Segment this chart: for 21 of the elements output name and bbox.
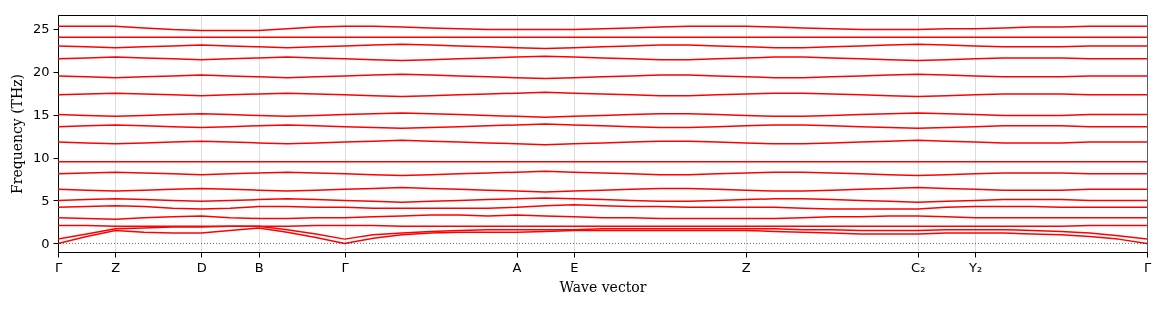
y-axis-title: Frequency (THz)	[8, 73, 25, 195]
y-tick-label: 0	[41, 235, 50, 251]
x-tick-label: C₂	[911, 259, 926, 275]
y-tick-label: 5	[41, 192, 50, 208]
y-tick-label: 25	[32, 21, 50, 37]
y-tick-label: 10	[32, 150, 50, 166]
x-tick-label: D	[196, 259, 207, 275]
line-series	[58, 227, 1147, 245]
y-tick-label: 15	[32, 107, 50, 123]
x-tick-label: E	[570, 259, 579, 275]
x-tick-label: Γ	[1143, 259, 1152, 275]
y-tick-label: 20	[32, 64, 50, 80]
x-axis-title: Wave vector	[559, 278, 647, 295]
x-tick-label: A	[512, 259, 522, 275]
x-tick-label: Γ	[54, 259, 63, 275]
x-tick-label: Z	[741, 259, 751, 275]
line-series	[58, 225, 1147, 240]
x-tick-label: Γ	[341, 259, 350, 275]
x-tick-label: B	[254, 259, 264, 275]
x-tick-label: Z	[111, 259, 121, 275]
x-tick-label: Y₂	[967, 259, 983, 275]
